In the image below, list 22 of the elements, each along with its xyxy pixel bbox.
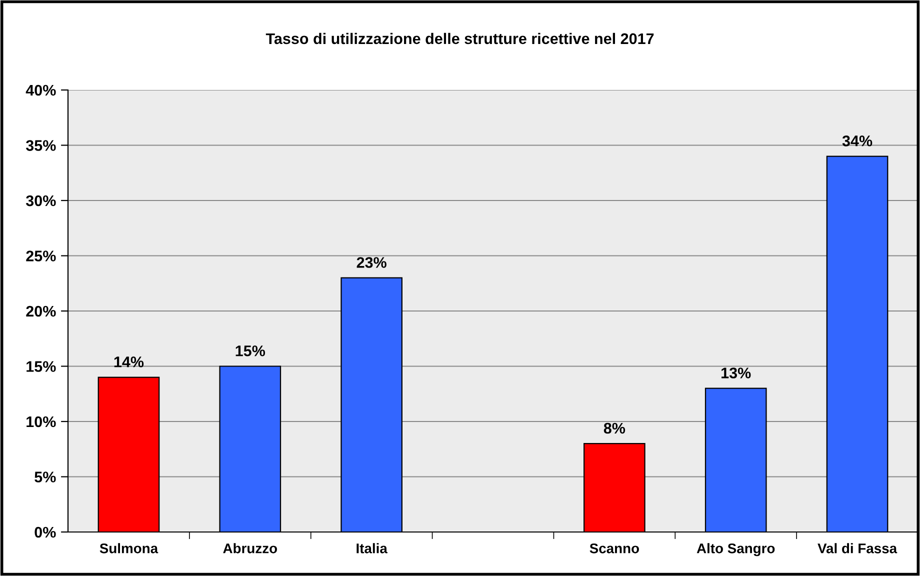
data-label: 34% — [842, 136, 872, 146]
y-tick-label: 0% — [34, 526, 56, 538]
y-tick-label: 40% — [26, 84, 56, 96]
chart-title: Tasso di utilizzazione delle strutture ricettive nel 2017 — [266, 32, 654, 44]
x-tick-label: Val di Fassa — [818, 543, 898, 554]
y-tick-label: 15% — [26, 361, 56, 372]
y-tick-label: 25% — [26, 250, 56, 262]
x-tick-label: Alto Sangro — [696, 543, 775, 556]
y-tick-label: 5% — [34, 472, 56, 482]
data-label: 8% — [604, 422, 626, 434]
x-tick-label: Abruzzo — [223, 543, 277, 554]
data-label: 15% — [236, 346, 266, 356]
data-label: 14% — [114, 356, 144, 368]
y-tick-label: 10% — [26, 416, 56, 428]
y-tick-label: 30% — [26, 195, 56, 206]
data-label: 13% — [722, 368, 751, 378]
x-tick-label: Scanno — [590, 543, 639, 554]
y-tick-label: 20% — [26, 306, 56, 317]
data-label: 23% — [356, 257, 386, 268]
y-tick-label: 35% — [26, 140, 56, 151]
x-tick-label: Italia — [356, 543, 388, 554]
x-tick-label: Sulmona — [100, 543, 158, 554]
